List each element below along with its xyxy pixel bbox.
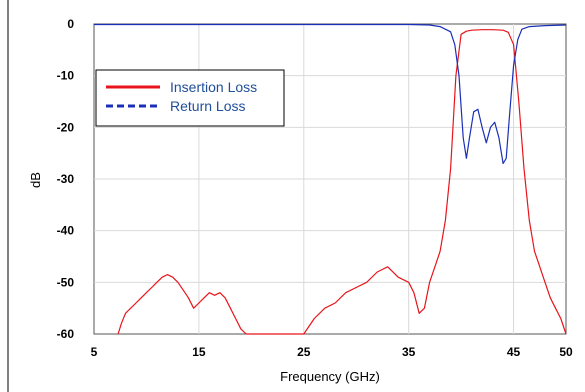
legend-label-insertion-loss: Insertion Loss [170, 79, 257, 95]
y-tick-label-6: -60 [57, 327, 75, 341]
y-axis-label: dB [28, 172, 43, 188]
y-tick-label-5: -50 [57, 275, 75, 289]
x-tick-label-4: 45 [507, 345, 521, 359]
y-tick-label-0: 0 [67, 17, 74, 31]
x-tick-label-3: 35 [402, 345, 416, 359]
tick-labels: 5 15 25 35 45 50 0 -10 -20 -30 -40 -50 -60 [57, 17, 573, 359]
x-tick-label-2: 25 [297, 345, 311, 359]
series-line-insertion-loss [117, 29, 567, 335]
legend-label-return-loss: Return Loss [170, 98, 245, 114]
legend-box [95, 69, 285, 127]
y-tick-label-2: -20 [57, 120, 75, 134]
y-tick-label-3: -30 [57, 172, 75, 186]
y-tick-label-4: -40 [57, 224, 75, 238]
x-tick-label-5: 50 [559, 345, 573, 359]
x-tick-label-1: 15 [192, 345, 206, 359]
y-tick-label-1: -10 [57, 69, 75, 83]
x-tick-label-0: 5 [91, 345, 98, 359]
series-group [94, 23, 567, 335]
series-line-return-loss [94, 23, 567, 165]
x-axis-label: Frequency (GHz) [280, 369, 380, 384]
legend: Insertion Loss Return Loss [95, 69, 285, 127]
